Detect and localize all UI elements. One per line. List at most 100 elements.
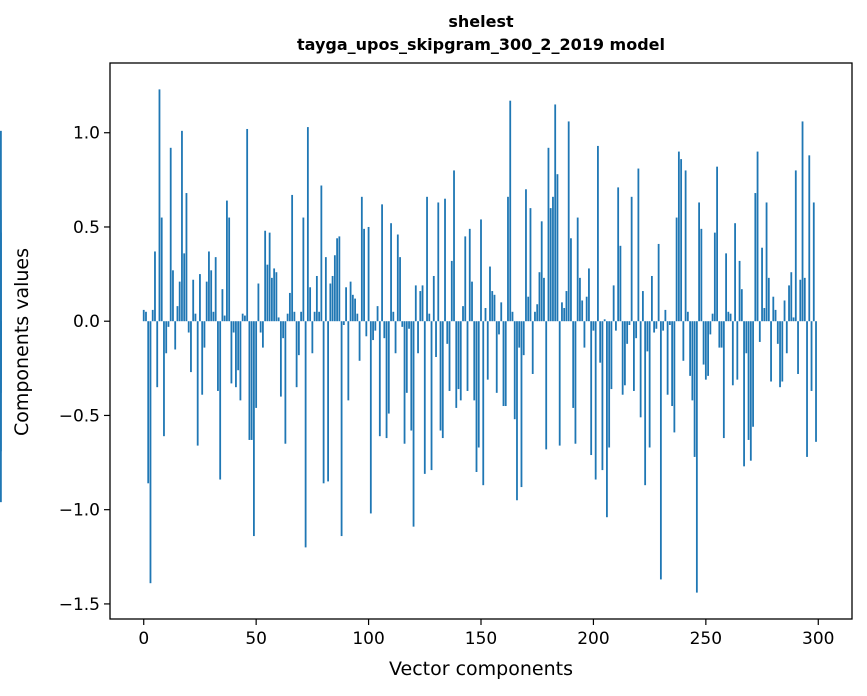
bar bbox=[333, 255, 336, 322]
bar bbox=[774, 309, 777, 322]
bar bbox=[253, 321, 255, 537]
bar bbox=[720, 321, 723, 348]
y-tick-label: 0.0 bbox=[73, 312, 100, 332]
plot-frame bbox=[109, 62, 853, 620]
bar bbox=[432, 275, 435, 322]
bar bbox=[621, 321, 624, 395]
bar bbox=[244, 315, 246, 322]
bar bbox=[747, 321, 750, 440]
bar bbox=[702, 321, 705, 365]
bar bbox=[648, 321, 651, 448]
bar bbox=[509, 100, 512, 322]
bar bbox=[270, 277, 273, 322]
bar bbox=[633, 321, 635, 391]
bar bbox=[466, 321, 469, 391]
bar bbox=[698, 202, 700, 322]
bar bbox=[788, 285, 790, 322]
x-axis: 0 50 100 150 200 250 300 bbox=[138, 619, 834, 649]
bar bbox=[363, 228, 365, 322]
bar bbox=[599, 321, 602, 363]
bar bbox=[385, 321, 388, 439]
chart-subtitle: tayga_upos_skipgram_300_2_2019 model bbox=[297, 35, 665, 54]
bar bbox=[473, 321, 476, 401]
bar bbox=[646, 321, 649, 352]
bar bbox=[520, 321, 523, 488]
bar bbox=[552, 196, 554, 322]
bar bbox=[709, 321, 712, 335]
bar bbox=[462, 306, 464, 322]
bar bbox=[561, 302, 563, 322]
bar bbox=[167, 321, 170, 327]
bar bbox=[423, 321, 426, 474]
bar bbox=[570, 238, 572, 322]
bar bbox=[381, 204, 383, 322]
bar bbox=[268, 232, 271, 322]
bar bbox=[779, 321, 781, 388]
bar bbox=[491, 291, 494, 322]
bar bbox=[686, 311, 689, 322]
bar bbox=[556, 174, 559, 322]
bar bbox=[304, 321, 307, 548]
bar bbox=[677, 151, 680, 322]
bar bbox=[615, 321, 617, 331]
bar bbox=[538, 272, 541, 322]
bar bbox=[315, 275, 318, 322]
bar bbox=[612, 285, 615, 322]
bar bbox=[210, 270, 213, 322]
bar bbox=[493, 294, 496, 322]
bar bbox=[540, 221, 543, 322]
bar bbox=[387, 321, 390, 414]
bar bbox=[324, 257, 327, 322]
bar bbox=[401, 321, 404, 327]
bar bbox=[201, 321, 204, 395]
bar bbox=[453, 170, 455, 322]
bar bbox=[239, 321, 242, 401]
bar bbox=[770, 321, 772, 382]
bar bbox=[457, 321, 460, 390]
bar bbox=[288, 292, 291, 322]
bar bbox=[635, 321, 638, 339]
bar bbox=[767, 277, 770, 322]
bar bbox=[671, 321, 674, 407]
bar bbox=[637, 168, 640, 322]
bar bbox=[482, 321, 485, 486]
bar bbox=[812, 202, 815, 322]
bar bbox=[673, 321, 676, 433]
bar bbox=[534, 311, 536, 322]
bar bbox=[439, 321, 442, 431]
bar bbox=[758, 321, 761, 342]
bar bbox=[468, 228, 471, 322]
bar bbox=[279, 321, 282, 397]
bar bbox=[801, 121, 804, 322]
bar bbox=[441, 321, 444, 439]
bar bbox=[396, 234, 399, 322]
bar bbox=[374, 321, 377, 331]
bar bbox=[711, 313, 714, 322]
bar bbox=[594, 321, 597, 480]
bar bbox=[250, 321, 253, 440]
bar bbox=[639, 321, 642, 418]
bar bbox=[725, 253, 727, 322]
bar bbox=[426, 196, 428, 322]
bar bbox=[785, 321, 788, 354]
bar bbox=[365, 321, 368, 337]
bar bbox=[581, 300, 584, 322]
bar bbox=[349, 281, 352, 322]
bar bbox=[205, 281, 208, 322]
bar bbox=[794, 170, 797, 322]
bar bbox=[293, 311, 296, 322]
bar bbox=[318, 311, 321, 322]
bar bbox=[655, 321, 658, 329]
bar bbox=[230, 321, 233, 384]
bar bbox=[547, 147, 550, 322]
y-tick-label: 1.0 bbox=[73, 124, 100, 144]
bar bbox=[722, 321, 725, 439]
bar bbox=[228, 217, 231, 322]
bar bbox=[329, 283, 332, 322]
bar bbox=[495, 321, 498, 393]
bar bbox=[194, 313, 197, 322]
bar bbox=[792, 317, 795, 322]
bar bbox=[572, 321, 575, 408]
y-axis-label: Components values bbox=[11, 247, 33, 437]
